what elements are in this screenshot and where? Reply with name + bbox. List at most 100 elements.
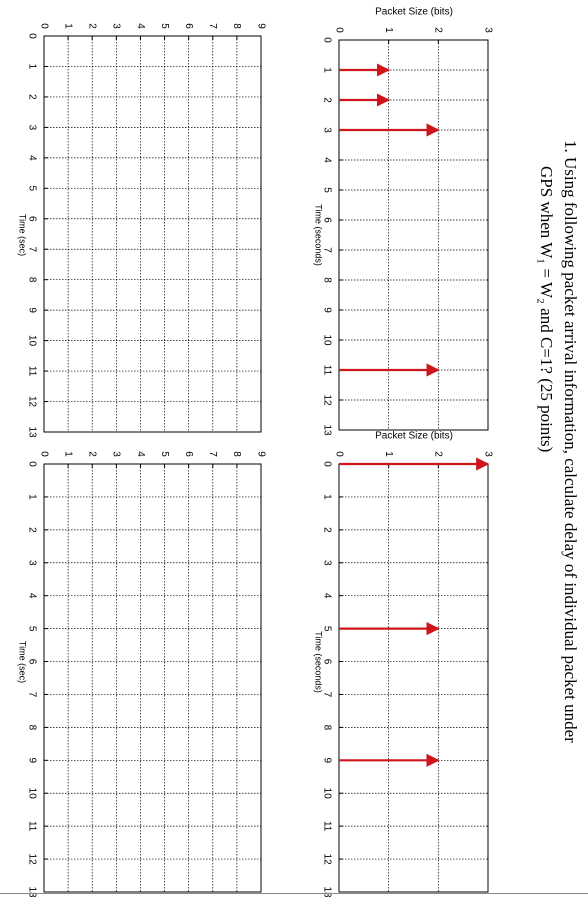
tick-label-time: 7 (321, 247, 332, 253)
tick-label-time: 12 (26, 396, 37, 408)
tick-label-time: 3 (321, 560, 332, 566)
tick-label-value: 9 (255, 23, 266, 29)
tick-label-time: 12 (321, 854, 332, 866)
tick-label-time: 3 (26, 125, 37, 131)
tick-label-value: 2 (433, 451, 444, 457)
plot-frame (43, 35, 262, 433)
tick-label-time: 1 (26, 494, 37, 500)
axis-label-time: Time (seconds) (314, 631, 324, 693)
tick-label-value: 0 (333, 27, 344, 33)
tick-label-time: 7 (321, 692, 332, 698)
tick-label-value: 1 (383, 27, 394, 33)
tick-label-time: 10 (321, 788, 332, 800)
tick-label-value: 4 (135, 23, 146, 29)
tick-label-time: 6 (26, 216, 37, 222)
tick-label-value: 0 (38, 451, 49, 457)
axis-label-packet-size: Packet Size (bits) (375, 7, 453, 18)
tick-label-value: 1 (62, 451, 73, 457)
tick-label-time: 4 (26, 155, 37, 161)
tick-label-time: 1 (26, 64, 37, 70)
tick-label-time: 10 (321, 334, 332, 346)
tick-label-time: 8 (321, 277, 332, 283)
tick-label-time: 10 (26, 335, 37, 347)
tick-label-value: 7 (207, 23, 218, 29)
tick-label-time: 8 (26, 725, 37, 731)
tick-label-value: 8 (231, 451, 242, 457)
tick-label-time: 12 (321, 394, 332, 406)
tick-label-time: 3 (26, 560, 37, 566)
tick-label-time: 6 (321, 217, 332, 223)
tick-label-value: 7 (207, 451, 218, 457)
page-bottom-rule (0, 893, 588, 894)
tick-label-time: 4 (26, 593, 37, 599)
tick-label-time: 13 (26, 886, 37, 897)
tick-label-value: 3 (111, 451, 122, 457)
tick-label-time: 11 (321, 821, 332, 832)
tick-label-value: 0 (38, 23, 49, 29)
tick-label-value: 2 (87, 451, 98, 457)
tick-label-time: 8 (321, 725, 332, 731)
tick-label-time: 11 (26, 821, 37, 832)
tick-label-time: 6 (321, 659, 332, 665)
tick-label-value: 3 (482, 27, 493, 33)
plot-frame (338, 463, 489, 893)
tick-label-time: 0 (321, 461, 332, 467)
tick-label-value: 1 (62, 23, 73, 29)
tick-label-time: 4 (321, 593, 332, 599)
tick-label-time: 4 (321, 157, 332, 163)
tick-label-time: 13 (321, 886, 332, 897)
tick-label-value: 3 (111, 23, 122, 29)
axis-label-packet-size: Packet Size (bits) (375, 431, 453, 442)
tick-label-time: 0 (321, 37, 332, 43)
plot-frame (43, 463, 262, 893)
tick-label-time: 8 (26, 277, 37, 283)
tick-label-time: 9 (321, 307, 332, 313)
tick-label-time: 2 (321, 97, 332, 103)
tick-label-time: 5 (321, 187, 332, 193)
tick-label-value: 8 (231, 23, 242, 29)
tick-label-time: 9 (26, 307, 37, 313)
tick-label-value: 4 (135, 451, 146, 457)
tick-label-time: 7 (26, 246, 37, 252)
tick-label-time: 11 (321, 365, 332, 376)
tick-label-value: 2 (433, 27, 444, 33)
tick-label-time: 13 (26, 426, 37, 438)
tick-label-time: 0 (26, 461, 37, 467)
tick-label-time: 0 (26, 33, 37, 39)
tick-label-time: 9 (26, 758, 37, 764)
tick-label-time: 10 (26, 788, 37, 800)
tick-label-time: 2 (26, 527, 37, 533)
tick-label-time: 2 (321, 527, 332, 533)
tick-label-time: 9 (321, 758, 332, 764)
tick-label-time: 7 (26, 692, 37, 698)
tick-label-value: 6 (183, 451, 194, 457)
tick-label-value: 9 (255, 451, 266, 457)
plot-frame (338, 39, 489, 431)
axis-label-time: Time (sec) (18, 214, 28, 256)
tick-label-value: 6 (183, 23, 194, 29)
tick-label-time: 12 (26, 854, 37, 866)
tick-label-value: 3 (482, 451, 493, 457)
tick-label-value: 5 (159, 451, 170, 457)
axis-label-time: Time (sec) (18, 641, 28, 683)
tick-label-value: 2 (87, 23, 98, 29)
tick-label-value: 5 (159, 23, 170, 29)
tick-label-time: 5 (26, 626, 37, 632)
tick-label-time: 5 (26, 186, 37, 192)
tick-label-time: 2 (26, 94, 37, 100)
axis-label-time: Time (seconds) (314, 204, 324, 266)
tick-label-time: 1 (321, 494, 332, 500)
tick-label-time: 1 (321, 67, 332, 73)
tick-label-time: 13 (321, 424, 332, 436)
tick-label-time: 6 (26, 659, 37, 665)
tick-label-time: 5 (321, 626, 332, 632)
tick-label-value: 1 (383, 451, 394, 457)
tick-label-time: 11 (26, 366, 37, 377)
tick-label-time: 3 (321, 127, 332, 133)
